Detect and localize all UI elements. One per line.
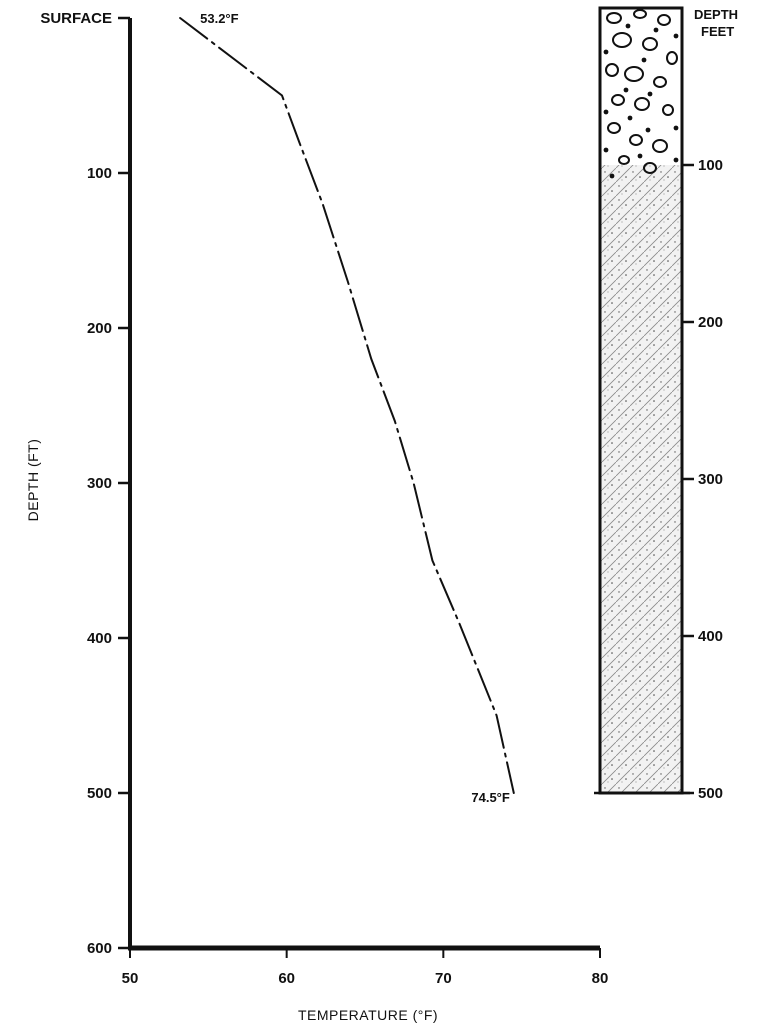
x-tick-label: 80 — [592, 970, 609, 987]
x-axis-title: TEMPERATURE (°F) — [298, 1007, 438, 1023]
gravel-dot — [603, 147, 609, 153]
gravel-pebble — [611, 94, 625, 106]
y-tick-label: 300 — [87, 475, 112, 492]
y-tick-label: 100 — [87, 165, 112, 182]
gravel-pebble — [666, 51, 678, 65]
gravel-pebble — [652, 139, 668, 153]
gravel-dot — [623, 87, 629, 93]
gravel-dot — [673, 33, 679, 39]
column-tick-label: 500 — [698, 785, 723, 802]
gravel-pebble — [605, 63, 619, 77]
gravel-pebble — [606, 12, 622, 24]
gravel-pebble — [634, 97, 650, 111]
gravel-dot — [645, 127, 651, 133]
column-tick-label: 100 — [698, 157, 723, 174]
gravel-dot — [603, 109, 609, 115]
y-tick-label: 200 — [87, 320, 112, 337]
x-tick-label: 70 — [435, 970, 452, 987]
column-tick-label: 400 — [698, 628, 723, 645]
plot-series — [179, 17, 515, 794]
plot-axes — [118, 16, 601, 958]
plot-labels: SURFACE 100 200 300 400 500 600 50 60 70 80 53.2°F 7… — [40, 10, 608, 987]
gravel-pebble — [624, 66, 644, 82]
temperature-profile-line — [179, 17, 515, 794]
y-tick-label: SURFACE — [40, 10, 112, 27]
y-tick-label: 500 — [87, 785, 112, 802]
gravel-dot — [641, 57, 647, 63]
gravel-pebble — [618, 155, 630, 165]
gravel-pebble — [633, 9, 647, 19]
gravel-dot — [627, 115, 633, 121]
gravel-pebble — [653, 76, 667, 88]
gravel-dot — [625, 23, 631, 29]
gravel-dot — [673, 157, 679, 163]
lithology-column: 100 200 300 400 500 — [594, 6, 723, 802]
x-tick-label: 50 — [122, 970, 139, 987]
gravel-dot — [637, 153, 643, 159]
gravel-pebble — [662, 104, 674, 116]
gravel-pebble — [607, 122, 621, 134]
y-axis-title: DEPTH (FT) — [25, 439, 41, 522]
column-tick-label: 200 — [698, 314, 723, 331]
gravel-dot — [653, 27, 659, 33]
gravel-pebble — [642, 37, 658, 51]
y-tick-label: 400 — [87, 630, 112, 647]
gravel-dot — [673, 125, 679, 131]
y-tick-label: 600 — [87, 940, 112, 957]
gravel-pebble — [612, 32, 632, 48]
surface-temperature-label: 53.2°F — [200, 11, 239, 26]
gravel-dot — [609, 173, 615, 179]
gravel-pebble — [643, 162, 657, 174]
depth-column-title-line1: DEPTH — [694, 7, 738, 22]
gravel-pebble — [657, 14, 671, 26]
gravel-dot — [603, 49, 609, 55]
column-tick-label: 300 — [698, 471, 723, 488]
gravel-pebble — [629, 134, 643, 146]
x-tick-label: 60 — [278, 970, 295, 987]
gravel-dot — [647, 91, 653, 97]
bottom-temperature-label: 74.5°F — [471, 790, 510, 805]
depth-column-title-line2: FEET — [701, 24, 734, 39]
sand-layer — [600, 165, 682, 793]
